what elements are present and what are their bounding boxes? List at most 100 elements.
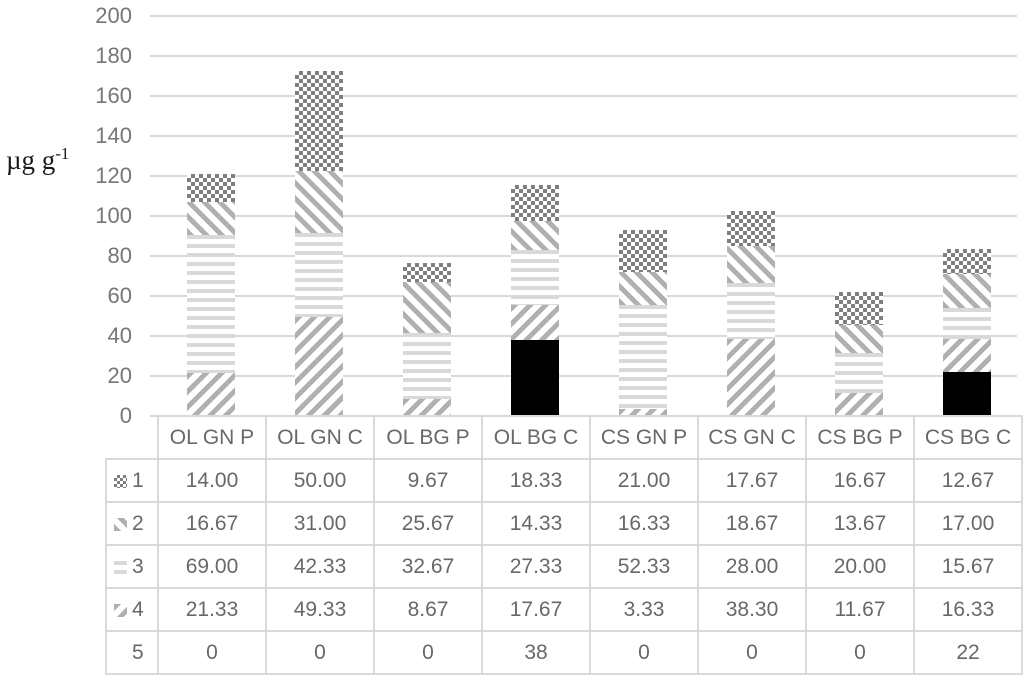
grid-line: [150, 175, 1017, 177]
bar-segment-series-5: [511, 340, 559, 416]
legend-cell: 2: [105, 501, 159, 546]
value-cell: 38: [481, 630, 591, 675]
bar-segment-series-3: [727, 283, 775, 340]
series-label: 5: [132, 640, 144, 664]
series-4-swatch-icon: [114, 603, 127, 617]
bar-segment-series-1: [295, 70, 343, 171]
bar-segment-series-4: [295, 317, 343, 416]
value-cell: 0: [265, 630, 375, 675]
bar-segment-series-5: [943, 372, 991, 416]
y-tick-label: 200: [95, 3, 132, 28]
grid-line: [150, 55, 1017, 57]
bar-segment-series-4: [943, 339, 991, 372]
series-5-swatch-icon: [114, 646, 127, 660]
grid-line: [150, 255, 1017, 257]
bar-segment-series-4: [403, 398, 451, 416]
y-tick-label: 20: [107, 363, 132, 388]
value-cell: 18.33: [481, 458, 591, 503]
bar-segment-series-4: [511, 304, 559, 340]
grid-line: [150, 15, 1017, 17]
y-axis-label-superscript: -1: [55, 144, 70, 163]
bar-segment-series-2: [511, 221, 559, 250]
value-cell: 17.67: [481, 587, 591, 632]
bar-segment-series-3: [619, 304, 667, 410]
value-cell: 16.33: [913, 587, 1023, 632]
grid-line: [150, 135, 1017, 137]
bar-segment-series-3: [943, 308, 991, 340]
grid-line: [150, 95, 1017, 97]
value-cell: 0: [373, 630, 483, 675]
category-header-cell: CS BG C: [913, 415, 1023, 460]
table-row-series-5: 5 0 0 0 38 0 0 0 22: [105, 630, 1023, 675]
value-cell: 28.00: [697, 544, 807, 589]
data-table: OL GN P OL GN C OL BG P OL BG C CS GN P CS GN…: [105, 415, 1023, 675]
grid-line: [150, 215, 1017, 217]
y-tick-label: 140: [95, 123, 132, 148]
table-row-series-1: 1 14.00 50.00 9.67 18.33 21.00 17.67 16.67 12.67: [105, 458, 1023, 503]
value-cell: 50.00: [265, 458, 375, 503]
bar-segment-series-2: [187, 202, 235, 236]
value-cell: 18.67: [697, 501, 807, 546]
grid-line: [150, 375, 1017, 377]
value-cell: 38.30: [697, 587, 807, 632]
series-3-swatch-icon: [114, 560, 127, 574]
value-cell: 32.67: [373, 544, 483, 589]
bar-segment-series-4: [619, 409, 667, 416]
value-cell: 16.33: [589, 501, 699, 546]
bar-segment-series-3: [835, 352, 883, 393]
y-tick-label: 180: [95, 43, 132, 68]
grid-line: [150, 295, 1017, 297]
data-table-body: OL GN P OL GN C OL BG P OL BG C CS GN P CS GN…: [105, 415, 1023, 675]
bar-segment-series-2: [943, 274, 991, 308]
y-tick-label: 100: [95, 203, 132, 228]
series-label: 2: [132, 511, 144, 535]
y-axis-label: µg g-1: [6, 144, 69, 176]
value-cell: 11.67: [805, 587, 915, 632]
table-row-series-2: 2 16.67 31.00 25.67 14.33 16.33 18.67 13.67 17.0…: [105, 501, 1023, 546]
bar-segment-series-2: [403, 281, 451, 334]
bar-segment-series-4: [187, 373, 235, 416]
series-2-swatch-icon: [114, 517, 127, 531]
bar-segment-series-1: [835, 291, 883, 326]
grid-line: [150, 335, 1017, 337]
y-axis-label-text: µg g: [6, 145, 56, 175]
category-header-cell: CS GN P: [589, 415, 699, 460]
bar-segment-series-1: [187, 174, 235, 202]
category-header-row: OL GN P OL GN C OL BG P OL BG C CS GN P CS GN…: [106, 415, 1023, 460]
bar-segment-series-1: [511, 184, 559, 222]
bar-segment-series-2: [835, 325, 883, 353]
value-cell: 3.33: [589, 587, 699, 632]
value-cell: 52.33: [589, 544, 699, 589]
value-cell: 42.33: [265, 544, 375, 589]
value-cell: 22: [913, 630, 1023, 675]
bar-segment-series-1: [619, 230, 667, 273]
bar-segment-series-4: [835, 392, 883, 416]
value-cell: 12.67: [913, 458, 1023, 503]
bar-segment-series-2: [619, 272, 667, 305]
category-header-cell: OL GN P: [157, 415, 267, 460]
legend-cell: 3: [105, 544, 159, 589]
legend-cell: 1: [105, 458, 159, 503]
bar-segment-series-2: [727, 246, 775, 284]
category-header-cell: OL GN C: [265, 415, 375, 460]
value-cell: 9.67: [373, 458, 483, 503]
bar-segment-series-3: [187, 235, 235, 374]
value-cell: 21.33: [157, 587, 267, 632]
category-header-cell: CS BG P: [805, 415, 915, 460]
value-cell: 25.67: [373, 501, 483, 546]
value-cell: 8.67: [373, 587, 483, 632]
value-cell: 0: [589, 630, 699, 675]
bar-segment-series-3: [295, 232, 343, 318]
category-header-cell: CS GN C: [697, 415, 807, 460]
legend-cell: 4: [105, 587, 159, 632]
category-header-cell: OL BG P: [373, 415, 483, 460]
value-cell: 49.33: [265, 587, 375, 632]
value-cell: 13.67: [805, 501, 915, 546]
category-header-cell: OL BG C: [481, 415, 591, 460]
y-tick-label: 60: [107, 283, 132, 308]
value-cell: 27.33: [481, 544, 591, 589]
value-cell: 14.33: [481, 501, 591, 546]
y-tick-label: 80: [107, 243, 132, 268]
value-cell: 0: [697, 630, 807, 675]
